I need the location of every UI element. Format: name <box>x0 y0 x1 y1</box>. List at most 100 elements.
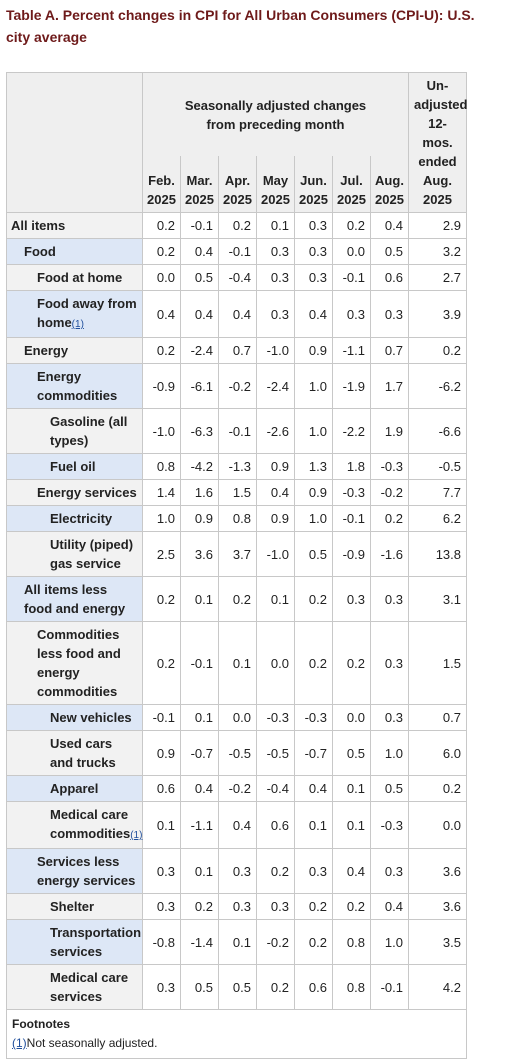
value-cell: 0.5 <box>370 775 409 802</box>
value-cell: 3.9 <box>408 290 467 338</box>
footnotes: Footnotes (1)Not seasonally adjusted. <box>6 1009 467 1059</box>
value-cell: -6.1 <box>180 363 219 409</box>
value-cell: -1.4 <box>180 919 219 965</box>
value-cell: -0.7 <box>180 730 219 776</box>
value-cell: 0.0 <box>142 264 181 291</box>
value-cell: 13.8 <box>408 531 467 577</box>
value-cell: -0.1 <box>332 264 371 291</box>
value-cell: -0.8 <box>142 919 181 965</box>
row-label: Food away from home(1) <box>6 290 143 338</box>
row-label-text: Medical care commodities <box>50 807 131 841</box>
value-cell: 0.2 <box>332 893 371 920</box>
value-cell: 0.4 <box>142 290 181 338</box>
value-cell: -0.2 <box>218 363 257 409</box>
data-row: All items less food and energy 0.2 0.1 0.2 0… <box>6 576 467 622</box>
row-label: Energy commodities <box>6 363 143 409</box>
value-cell: 0.3 <box>218 848 257 894</box>
value-cell: 0.9 <box>256 505 295 532</box>
value-cell: 0.1 <box>180 576 219 622</box>
value-cell: 0.2 <box>294 576 333 622</box>
value-cell: 0.3 <box>370 576 409 622</box>
column-header: Feb. 2025 <box>142 156 181 214</box>
value-cell: 0.1 <box>218 919 257 965</box>
value-cell: -0.1 <box>370 964 409 1010</box>
value-cell: -1.1 <box>180 801 219 849</box>
value-cell: -0.9 <box>332 531 371 577</box>
row-label-text: Fuel oil <box>50 459 96 474</box>
data-row: Energy services 1.4 1.6 1.5 0.4 0.9 -0.3 -0.2 7.… <box>6 479 467 506</box>
data-row: Electricity 1.0 0.9 0.8 0.9 1.0 -0.1 0.2 6.2 <box>6 505 467 532</box>
value-cell: -1.3 <box>218 453 257 480</box>
cpi-table: Seasonally adjusted changes from precedi… <box>6 72 467 1059</box>
value-cell: 0.9 <box>256 453 295 480</box>
value-cell: -2.6 <box>256 408 295 454</box>
value-cell: 0.3 <box>142 893 181 920</box>
data-row: Services less energy services 0.3 0.1 0.3 0.… <box>6 848 467 894</box>
value-cell: -0.3 <box>294 704 333 731</box>
column-header: Jul. 2025 <box>332 156 371 214</box>
value-cell: 0.8 <box>332 964 371 1010</box>
value-cell: 0.5 <box>294 531 333 577</box>
value-cell: 0.5 <box>370 238 409 265</box>
value-cell: 0.9 <box>142 730 181 776</box>
value-cell: 0.1 <box>180 704 219 731</box>
column-header: Mar. 2025 <box>180 156 219 214</box>
value-cell: 0.3 <box>332 290 371 338</box>
value-cell: 0.3 <box>370 704 409 731</box>
column-header: Apr. 2025 <box>218 156 257 214</box>
value-cell: 0.7 <box>218 337 257 364</box>
value-cell: 0.3 <box>256 290 295 338</box>
row-label: Electricity <box>6 505 143 532</box>
value-cell: 0.3 <box>256 238 295 265</box>
row-label: All items less food and energy <box>6 576 143 622</box>
value-cell: 0.2 <box>218 212 257 239</box>
value-cell: -2.4 <box>256 363 295 409</box>
row-label-text: Food at home <box>37 270 123 285</box>
row-label: Medical care commodities(1) <box>6 801 143 849</box>
value-cell: 1.4 <box>142 479 181 506</box>
value-cell: -0.5 <box>408 453 467 480</box>
row-label-text: Medical care services <box>50 970 129 1004</box>
value-cell: 0.2 <box>142 621 181 705</box>
value-cell: 0.3 <box>294 264 333 291</box>
footnote-ref: (1) <box>130 830 143 841</box>
data-row: Energy commodities -0.9 -6.1 -0.2 -2.4 1.0 -1.… <box>6 363 467 409</box>
value-cell: -2.2 <box>332 408 371 454</box>
value-cell: 0.2 <box>332 621 371 705</box>
data-row: All items 0.2 -0.1 0.2 0.1 0.3 0.2 0.4 2.9 <box>6 212 467 239</box>
row-label-text: Gasoline (all types) <box>50 414 128 448</box>
value-cell: 0.4 <box>218 290 257 338</box>
value-cell: 3.6 <box>408 848 467 894</box>
value-cell: 0.9 <box>294 479 333 506</box>
value-cell: -0.2 <box>256 919 295 965</box>
row-label-text: Commodities less food and energy commodi… <box>37 627 121 699</box>
value-cell: -0.7 <box>294 730 333 776</box>
value-cell: 0.3 <box>294 848 333 894</box>
value-cell: 1.0 <box>294 408 333 454</box>
value-cell: 3.6 <box>408 893 467 920</box>
value-cell: -0.1 <box>142 704 181 731</box>
row-label: New vehicles <box>6 704 143 731</box>
data-row: Transportation services -0.8 -1.4 0.1 -0.2 0.… <box>6 919 467 965</box>
value-cell: 0.8 <box>218 505 257 532</box>
row-label: Medical care services <box>6 964 143 1010</box>
row-label-text: Shelter <box>50 899 95 914</box>
row-label: Utility (piped) gas service <box>6 531 143 577</box>
value-cell: 0.3 <box>370 290 409 338</box>
value-cell: 0.2 <box>408 337 467 364</box>
value-cell: 6.2 <box>408 505 467 532</box>
value-cell: 0.6 <box>142 775 181 802</box>
value-cell: -0.3 <box>332 479 371 506</box>
row-label: All items <box>6 212 143 239</box>
value-cell: 0.5 <box>180 964 219 1010</box>
value-cell: 0.8 <box>332 919 371 965</box>
data-row: Commodities less food and energy commodi… <box>6 621 467 705</box>
value-cell: 1.9 <box>370 408 409 454</box>
value-cell: 2.9 <box>408 212 467 239</box>
row-label-text: Apparel <box>50 781 99 796</box>
value-cell: 0.5 <box>218 964 257 1010</box>
value-cell: 0.2 <box>370 505 409 532</box>
value-cell: 0.6 <box>294 964 333 1010</box>
value-cell: 0.0 <box>408 801 467 849</box>
